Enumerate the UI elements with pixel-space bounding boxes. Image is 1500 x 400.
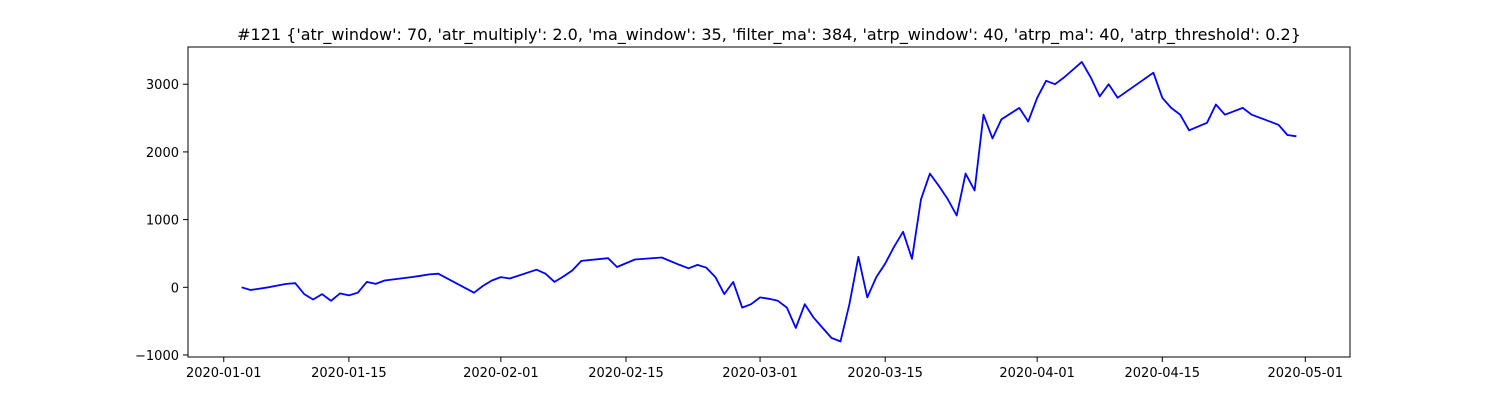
- x-tick-label: 2020-02-15: [588, 366, 664, 381]
- y-tick-label: 3000: [146, 78, 179, 93]
- x-tick-label: 2020-04-01: [999, 366, 1075, 381]
- chart-title: #121 {'atr_window': 70, 'atr_multiply': …: [237, 25, 1301, 45]
- y-tick-label: 0: [171, 281, 179, 296]
- y-tick-label: 2000: [146, 146, 179, 161]
- x-tick-label: 2020-03-15: [847, 366, 923, 381]
- x-tick-label: 2020-02-01: [463, 366, 539, 381]
- x-tick-label: 2020-03-01: [722, 366, 798, 381]
- x-tick-label: 2020-01-15: [311, 366, 387, 381]
- y-tick-label: −1000: [135, 349, 179, 364]
- x-tick-label: 2020-04-15: [1125, 366, 1201, 381]
- plot-frame: [187, 46, 1351, 358]
- y-tick-label: 1000: [146, 214, 179, 229]
- x-tick-label: 2020-01-01: [186, 366, 262, 381]
- data-line: [241, 61, 1297, 343]
- x-tick-label: 2020-05-01: [1268, 366, 1344, 381]
